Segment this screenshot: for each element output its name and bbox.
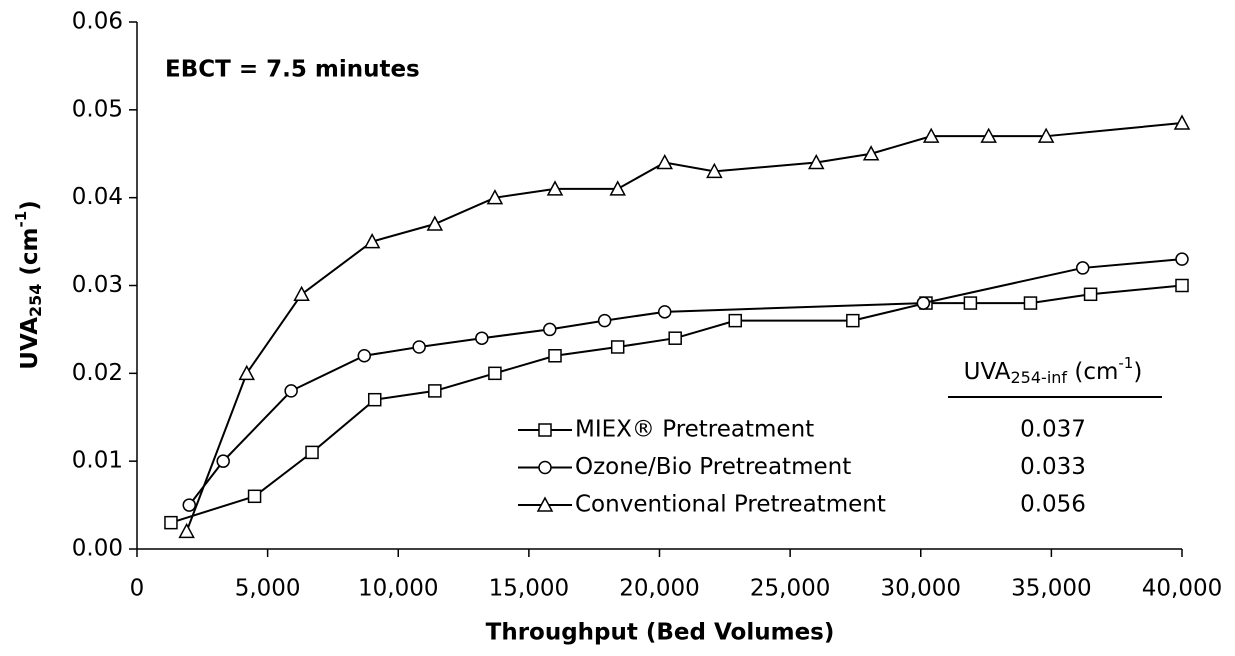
y-tick-label: 0.06 (72, 9, 123, 35)
legend-label: MIEX® Pretreatment (575, 417, 814, 443)
data-point (293, 285, 310, 302)
x-tick-label: 25,000 (750, 576, 830, 602)
data-point (807, 153, 825, 170)
data-point (1083, 287, 1098, 302)
series-line (188, 258, 1183, 506)
x-tick-label: 30,000 (881, 576, 961, 602)
data-point (846, 313, 860, 328)
data-point (656, 153, 673, 170)
data-point (486, 189, 504, 205)
x-tick-label: 35,000 (1011, 576, 1091, 602)
legend-label: Ozone/Bio Pretreatment (575, 454, 851, 480)
data-point (609, 180, 626, 196)
data-point (546, 180, 564, 196)
legend-label: Conventional Pretreatment (575, 492, 886, 518)
x-axis-title: Throughput (Bed Volumes) (486, 620, 835, 646)
y-tick-label: 0.01 (72, 448, 123, 474)
y-tick-label: 0.05 (72, 96, 123, 122)
legend-influent: 0.037 (1020, 417, 1086, 443)
data-point (412, 340, 426, 354)
data-point (238, 364, 255, 381)
data-point (657, 305, 672, 319)
data-point (1023, 296, 1038, 310)
data-point (164, 515, 178, 530)
y-tick-label: 0.04 (72, 184, 123, 210)
x-tick-label: 5,000 (235, 576, 301, 602)
data-point (548, 349, 562, 363)
data-point (1173, 114, 1191, 130)
data-point (357, 349, 372, 363)
series-line (185, 122, 1183, 532)
x-tick-label: 0 (130, 576, 145, 602)
data-point (668, 331, 682, 345)
data-point (1175, 252, 1189, 266)
data-point (182, 498, 196, 512)
legend-marker (536, 496, 554, 512)
data-point (610, 340, 625, 354)
annotation: EBCT = 7.5 minutes (165, 57, 420, 83)
x-tick-label: 10,000 (358, 576, 438, 602)
x-tick-label: 20,000 (619, 576, 699, 602)
series-line (170, 284, 1183, 524)
data-point (1037, 127, 1055, 143)
data-point (426, 215, 444, 231)
data-point (980, 127, 997, 143)
legend-influent: 0.056 (1020, 492, 1086, 518)
y-tick-label: 0.02 (72, 360, 123, 386)
data-point (488, 366, 502, 381)
data-point (475, 331, 489, 345)
legend-header: UVA254-inf (cm-1) (964, 354, 1143, 387)
x-tick-label: 40,000 (1142, 576, 1222, 602)
data-point (367, 392, 382, 407)
data-point (916, 296, 931, 310)
data-point (363, 233, 381, 249)
x-tick-label: 15,000 (489, 576, 569, 602)
data-point (543, 322, 557, 337)
data-point (1175, 278, 1189, 293)
legend-marker (538, 423, 552, 437)
data-point (178, 522, 195, 539)
legend-influent: 0.033 (1020, 454, 1086, 480)
legend-marker (538, 460, 552, 475)
data-point (862, 145, 880, 161)
data-point (305, 445, 319, 460)
data-point (216, 454, 230, 468)
data-point (428, 384, 442, 398)
data-point (284, 384, 298, 398)
data-point (247, 489, 262, 504)
y-tick-label: 0.00 (72, 536, 123, 562)
y-tick-label: 0.03 (72, 272, 123, 298)
data-point (597, 313, 612, 328)
data-point (922, 127, 940, 143)
data-point (706, 162, 723, 179)
data-point (963, 296, 978, 310)
data-point (728, 313, 743, 328)
y-axis-title: UVA254 (cm-1) (12, 200, 45, 369)
data-point (1075, 261, 1090, 275)
